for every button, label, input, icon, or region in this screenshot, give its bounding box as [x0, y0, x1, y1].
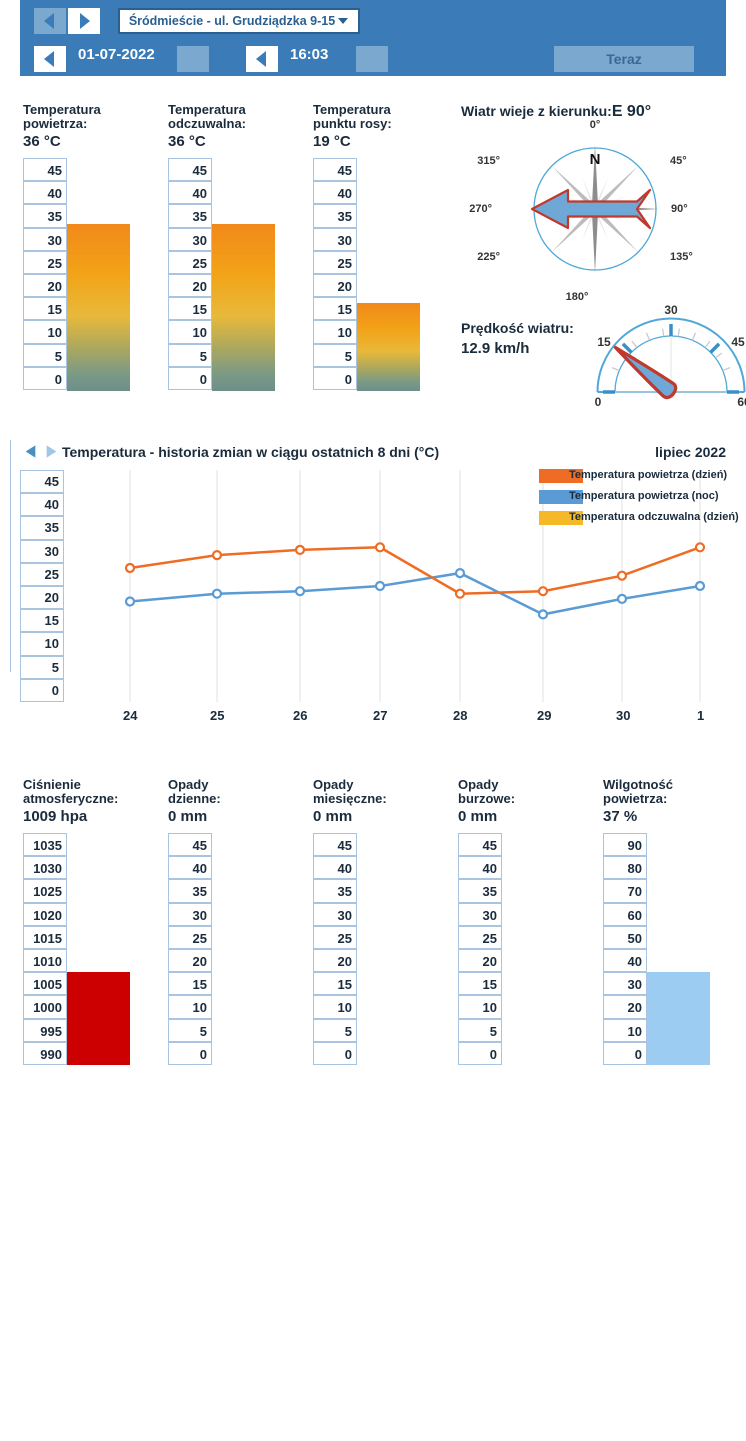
svg-text:15: 15 — [597, 335, 611, 349]
svg-text:90°: 90° — [671, 203, 688, 215]
svg-text:30: 30 — [664, 303, 678, 317]
svg-text:45: 45 — [731, 335, 745, 349]
svg-text:0°: 0° — [590, 119, 601, 131]
svg-text:N: N — [590, 151, 601, 168]
svg-text:45°: 45° — [670, 155, 687, 167]
svg-text:135°: 135° — [670, 251, 693, 263]
svg-text:0: 0 — [595, 395, 602, 409]
svg-text:315°: 315° — [477, 155, 500, 167]
svg-text:60: 60 — [737, 395, 746, 409]
svg-text:225°: 225° — [477, 251, 500, 263]
svg-text:270°: 270° — [469, 203, 492, 215]
